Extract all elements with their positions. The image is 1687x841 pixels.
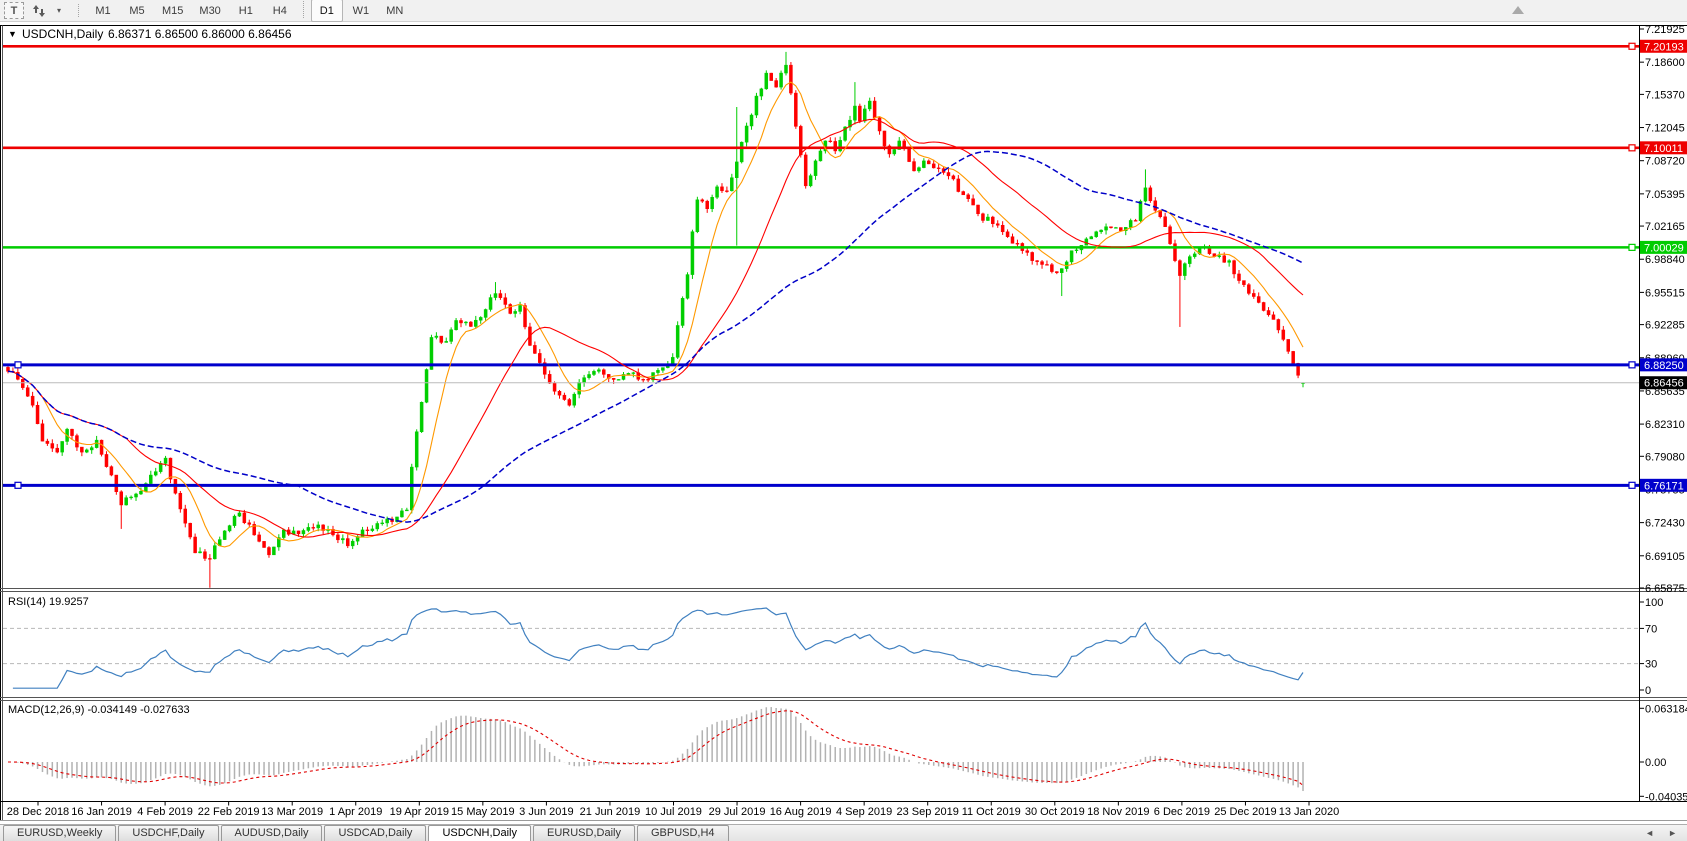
date-tick-label: 6 Dec 2019 — [1154, 806, 1210, 818]
date-tick-label: 30 Oct 2019 — [1025, 806, 1085, 818]
date-tick-label: 3 Jun 2019 — [519, 806, 573, 818]
price-line-label: 7.00029 — [1644, 242, 1684, 254]
price-tick-label: 7.05395 — [1645, 189, 1685, 201]
text-tool-button[interactable]: T — [4, 2, 24, 19]
price-line-label: 6.86456 — [1644, 378, 1684, 390]
timeframe-button-w1[interactable]: W1 — [352, 4, 370, 17]
rsi-scale-label: 0 — [1645, 685, 1651, 697]
macd-signal-line — [8, 710, 1304, 786]
date-tick-label: 19 Apr 2019 — [390, 806, 449, 818]
slow-ma-line — [7, 150, 1304, 523]
price-tick-label: 6.92285 — [1645, 320, 1685, 332]
mid-ma-line — [7, 118, 1304, 538]
price-tick-label: 7.12045 — [1645, 123, 1685, 135]
date-tick-label: 4 Sep 2019 — [836, 806, 892, 818]
tab-scroll-right-icon[interactable]: ► — [1668, 828, 1677, 838]
chart-tab-usdcad-daily[interactable]: USDCAD,Daily — [324, 825, 427, 841]
pane-frames — [0, 25, 1687, 821]
price-line-label: 6.76171 — [1644, 480, 1684, 492]
macd-scale-label: 0.00 — [1645, 757, 1666, 769]
date-tick-label: 4 Feb 2019 — [137, 806, 193, 818]
price-tick-label: 7.08720 — [1645, 156, 1685, 168]
collapse-caret-icon[interactable]: ▼ — [8, 29, 17, 39]
toolbar-grip — [78, 4, 80, 17]
rsi-label: RSI(14) 19.9257 — [8, 596, 89, 608]
chart-tab-gbpusd-h4[interactable]: GBPUSD,H4 — [636, 825, 729, 841]
price-tick-label: 7.15370 — [1645, 89, 1685, 101]
date-tick-label: 1 Apr 2019 — [329, 806, 382, 818]
rsi-scale-label: 30 — [1645, 659, 1657, 671]
price-tick-label: 7.21925 — [1645, 24, 1685, 36]
date-tick-label: 15 May 2019 — [451, 806, 515, 818]
chart-title-symbol: USDCNH,Daily — [22, 27, 103, 41]
date-tick-label: 29 Jul 2019 — [709, 806, 766, 818]
date-tick-label: 10 Jul 2019 — [645, 806, 702, 818]
date-tick-label: 11 Oct 2019 — [962, 806, 1021, 818]
sort-arrows-icon — [33, 4, 45, 17]
macd-pane: 0.063184 0.00 -0.040355 — [8, 703, 1687, 803]
price-tick-label: 6.82310 — [1645, 419, 1685, 431]
date-tick-label: 23 Sep 2019 — [897, 806, 959, 818]
tab-scroll-arrows: ◄ ► — [1645, 825, 1687, 841]
tab-scroll-left-icon[interactable]: ◄ — [1645, 828, 1655, 838]
arrange-tool-button[interactable] — [30, 2, 48, 19]
price-tick-label: 7.18600 — [1645, 57, 1685, 69]
date-tick-label: 25 Dec 2019 — [1214, 806, 1276, 818]
chart-title-ohlc: 6.86371 6.86500 6.86000 6.86456 — [108, 27, 292, 41]
timeframe-button-m5[interactable]: M5 — [129, 4, 145, 17]
timeframe-button-m30[interactable]: M30 — [199, 4, 221, 17]
timeframe-button-h4[interactable]: H4 — [272, 4, 287, 17]
timeframe-button-group: M1 M5 M15 M30 H1 H4 D1 W1 MN — [86, 0, 412, 22]
macd-label: MACD(12,26,9) -0.034149 -0.027633 — [8, 704, 190, 716]
price-tick-label: 7.02165 — [1645, 221, 1685, 233]
timeframe-button-m15[interactable]: M15 — [162, 4, 184, 17]
timeframe-button-mn[interactable]: MN — [386, 4, 404, 17]
price-tick-label: 6.79080 — [1645, 451, 1685, 463]
rsi-scale-label: 70 — [1645, 623, 1657, 635]
price-tick-label: 6.65875 — [1645, 583, 1685, 595]
date-tick-label: 13 Mar 2019 — [261, 806, 323, 818]
date-tick-label: 16 Jan 2019 — [71, 806, 132, 818]
candlesticks — [6, 51, 1305, 588]
chart-tab-audusd-daily[interactable]: AUDUSD,Daily — [220, 825, 323, 841]
rsi-scale-label: 100 — [1645, 597, 1663, 609]
chart-tab-bar: EURUSD,Weekly USDCHF,Daily AUDUSD,Daily USD… — [0, 824, 1687, 841]
toolbar-grip — [302, 0, 304, 18]
chart-tab-usdchf-daily[interactable]: USDCHF,Daily — [118, 825, 219, 841]
price-tick-label: 6.98840 — [1645, 254, 1685, 266]
chart-shift-marker-icon — [1512, 6, 1524, 14]
chart-tab-eurusd-weekly[interactable]: EURUSD,Weekly — [3, 825, 117, 841]
timeframe-button-m1[interactable]: M1 — [95, 4, 111, 17]
dropdown-caret-icon[interactable]: ▾ — [56, 6, 61, 15]
text-tool-icon: T — [10, 4, 18, 17]
toolbar: T ▾ M1 M5 M15 M30 H1 H4 D1 W1 MN — [0, 0, 1687, 22]
date-tick-label: 22 Feb 2019 — [198, 806, 260, 818]
fast-ma-line — [7, 81, 1304, 548]
price-tick-label: 6.95515 — [1645, 287, 1685, 299]
timeframe-button-d1[interactable]: D1 — [310, 0, 343, 22]
date-axis: 28 Dec 2018 16 Jan 2019 4 Feb 2019 22 Feb 2… — [7, 801, 1340, 818]
price-line-label: 7.20193 — [1644, 41, 1684, 53]
timeframe-button-h1[interactable]: H1 — [238, 4, 253, 17]
macd-scale-label: -0.040355 — [1645, 791, 1687, 803]
price-tick-label: 6.69105 — [1645, 551, 1685, 563]
price-line-label: 6.88250 — [1644, 360, 1684, 372]
date-tick-label: 28 Dec 2018 — [7, 806, 69, 818]
axis-label-boxes: 7.20193 7.10011 7.00029 6.88250 6.76171 6.864… — [3, 39, 1687, 492]
macd-scale-label: 0.063184 — [1645, 703, 1687, 715]
rsi-line — [12, 607, 1304, 689]
price-line-label: 7.10011 — [1644, 143, 1683, 155]
price-tick-label: 6.72430 — [1645, 518, 1685, 530]
date-tick-label: 13 Jan 2020 — [1279, 806, 1340, 818]
price-axis: 7.21925 7.18600 7.15370 7.12045 7.08720 7.053… — [1640, 24, 1685, 595]
date-tick-label: 18 Nov 2019 — [1087, 806, 1149, 818]
chart-tab-usdcnh-daily[interactable]: USDCNH,Daily — [428, 825, 531, 841]
chart-tab-eurusd-daily[interactable]: EURUSD,Daily — [533, 825, 635, 841]
horizontal-lines[interactable] — [3, 42, 1639, 489]
date-tick-label: 16 Aug 2019 — [770, 806, 832, 818]
date-tick-label: 21 Jun 2019 — [580, 806, 641, 818]
price-chart-area[interactable]: 7.21925 7.18600 7.15370 7.12045 7.08720 7.053… — [0, 22, 1687, 824]
rsi-pane: 100 70 30 0 — [3, 597, 1663, 697]
